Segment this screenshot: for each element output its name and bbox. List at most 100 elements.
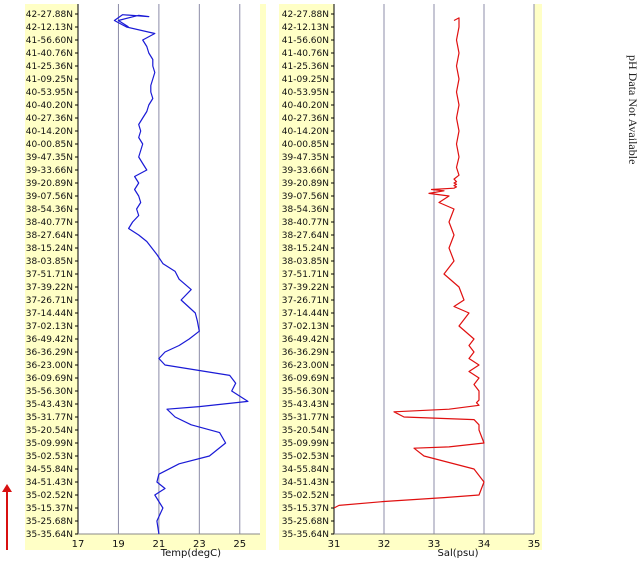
y-tick-label: 41-09.25N [282,75,329,85]
y-tick-label: 41-40.76N [26,49,73,59]
x-tick-label: 35 [528,539,541,550]
y-tick-label: 38-03.85N [282,257,329,267]
y-tick-label: 39-07.56N [282,192,329,202]
y-tick-label: 40-00.85N [282,140,329,150]
y-tick-label: 39-20.89N [26,179,73,189]
y-tick-label: 38-40.77N [282,218,329,228]
y-tick-label: 35-02.53N [282,452,329,462]
y-tick-label: 38-15.24N [26,244,73,254]
x-tick-label: 25 [233,539,246,550]
y-tick-label: 40-40.20N [282,101,329,111]
y-tick-label: 41-25.36N [282,62,329,72]
y-tick-label: 38-27.64N [26,231,73,241]
salinity-panel: 31 32 33 34 35 42-27.88N 42-12.13N 41-56.60N 41-… [279,4,542,559]
temperature-panel: 17 19 21 23 25 42-27.88N 42-12.13N 41-56.60N 41-… [25,4,266,559]
y-tick-label: 35-43.43N [26,400,73,410]
x-tick-label: 21 [153,539,166,550]
y-tick-label: 37-14.44N [282,309,329,319]
y-tick-label: 37-26.71N [26,296,73,306]
y-tick-label: 37-39.22N [282,283,329,293]
y-tick-label: 42-12.13N [26,23,73,33]
up-arrow-icon [2,484,12,550]
x-tick-label: 19 [112,539,125,550]
y-tick-label: 35-31.77N [26,413,73,423]
y-tick-label: 41-40.76N [282,49,329,59]
y-tick-label: 37-51.71N [282,270,329,280]
y-tick-label: 35-31.77N [282,413,329,423]
y-tick-label: 39-07.56N [26,192,73,202]
temperature-line [113,14,249,535]
y-tick-label: 37-51.71N [26,270,73,280]
y-tick-label: 40-00.85N [26,140,73,150]
y-tick-label: 35-02.52N [282,491,329,501]
y-tick-label: 35-56.30N [282,387,329,397]
y-tick-label: 40-14.20N [282,127,329,137]
y-tick-label: 40-14.20N [26,127,73,137]
plot-area [78,4,260,534]
salinity-line [333,17,485,509]
y-tick-label: 39-33.66N [26,166,73,176]
y-tick-label: 37-02.13N [26,322,73,332]
y-tick-label: 40-27.36N [26,114,73,124]
x-tick-label: 33 [428,539,441,550]
y-tick-label: 39-33.66N [282,166,329,176]
y-tick-label: 35-43.43N [282,400,329,410]
y-tick-label: 38-40.77N [26,218,73,228]
y-tick-label: 42-12.13N [282,23,329,33]
y-tick-label: 35-15.37N [282,504,329,514]
y-tick-label: 39-47.35N [282,153,329,163]
y-tick-label: 34-51.43N [282,478,329,488]
x-tick-label: 32 [378,539,391,550]
y-tick-label: 35-56.30N [26,387,73,397]
y-tick-label: 37-39.22N [26,283,73,293]
y-tick-label: 41-09.25N [26,75,73,85]
x-tick-label: 23 [193,539,206,550]
y-tick-label: 36-36.29N [282,348,329,358]
y-tick-label: 36-23.00N [282,361,329,371]
y-tick-label: 34-55.84N [26,465,73,475]
y-tick-label: 35-35.64N [282,530,329,540]
x-tick-label: 31 [328,539,341,550]
y-tick-label: 35-02.52N [26,491,73,501]
y-tick-label: 35-35.64N [26,530,73,540]
y-tick-label: 39-47.35N [26,153,73,163]
y-tick-label: 39-20.89N [282,179,329,189]
y-tick-label: 41-56.60N [282,36,329,46]
y-tick-label: 40-53.95N [26,88,73,98]
y-tick-label: 36-36.29N [26,348,73,358]
y-tick-label: 35-25.68N [26,517,73,527]
y-tick-label: 35-02.53N [26,452,73,462]
y-tick-label: 36-09.69N [282,374,329,384]
y-tick-label: 41-56.60N [26,36,73,46]
y-tick-label: 41-25.36N [26,62,73,72]
y-tick-label: 42-27.88N [282,10,329,20]
x-axis-title: Sal(psu) [438,548,479,559]
y-tick-label: 38-27.64N [282,231,329,241]
y-tick-label: 35-25.68N [282,517,329,527]
y-tick-label: 35-20.54N [282,426,329,436]
y-tick-label: 38-54.36N [282,205,329,215]
ph-unavailable-note: pH Data Not Available [626,55,640,165]
y-tick-label: 38-54.36N [26,205,73,215]
x-tick-label: 34 [478,539,491,550]
x-tick-label: 17 [72,539,85,550]
y-tick-label: 36-23.00N [26,361,73,371]
y-tick-label: 40-53.95N [282,88,329,98]
y-tick-label: 35-15.37N [26,504,73,514]
y-tick-label: 35-09.99N [282,439,329,449]
y-tick-label: 38-03.85N [26,257,73,267]
x-axis-title: Temp(degC) [160,548,221,559]
y-tick-label: 34-51.43N [26,478,73,488]
y-tick-label: 38-15.24N [282,244,329,254]
y-tick-label: 40-40.20N [26,101,73,111]
y-tick-label: 42-27.88N [26,10,73,20]
y-tick-label: 37-26.71N [282,296,329,306]
y-tick-label: 40-27.36N [282,114,329,124]
y-tick-label: 35-09.99N [26,439,73,449]
y-tick-label: 36-49.42N [26,335,73,345]
y-tick-label: 36-49.42N [282,335,329,345]
y-tick-label: 37-14.44N [26,309,73,319]
y-tick-label: 34-55.84N [282,465,329,475]
y-tick-label: 36-09.69N [26,374,73,384]
